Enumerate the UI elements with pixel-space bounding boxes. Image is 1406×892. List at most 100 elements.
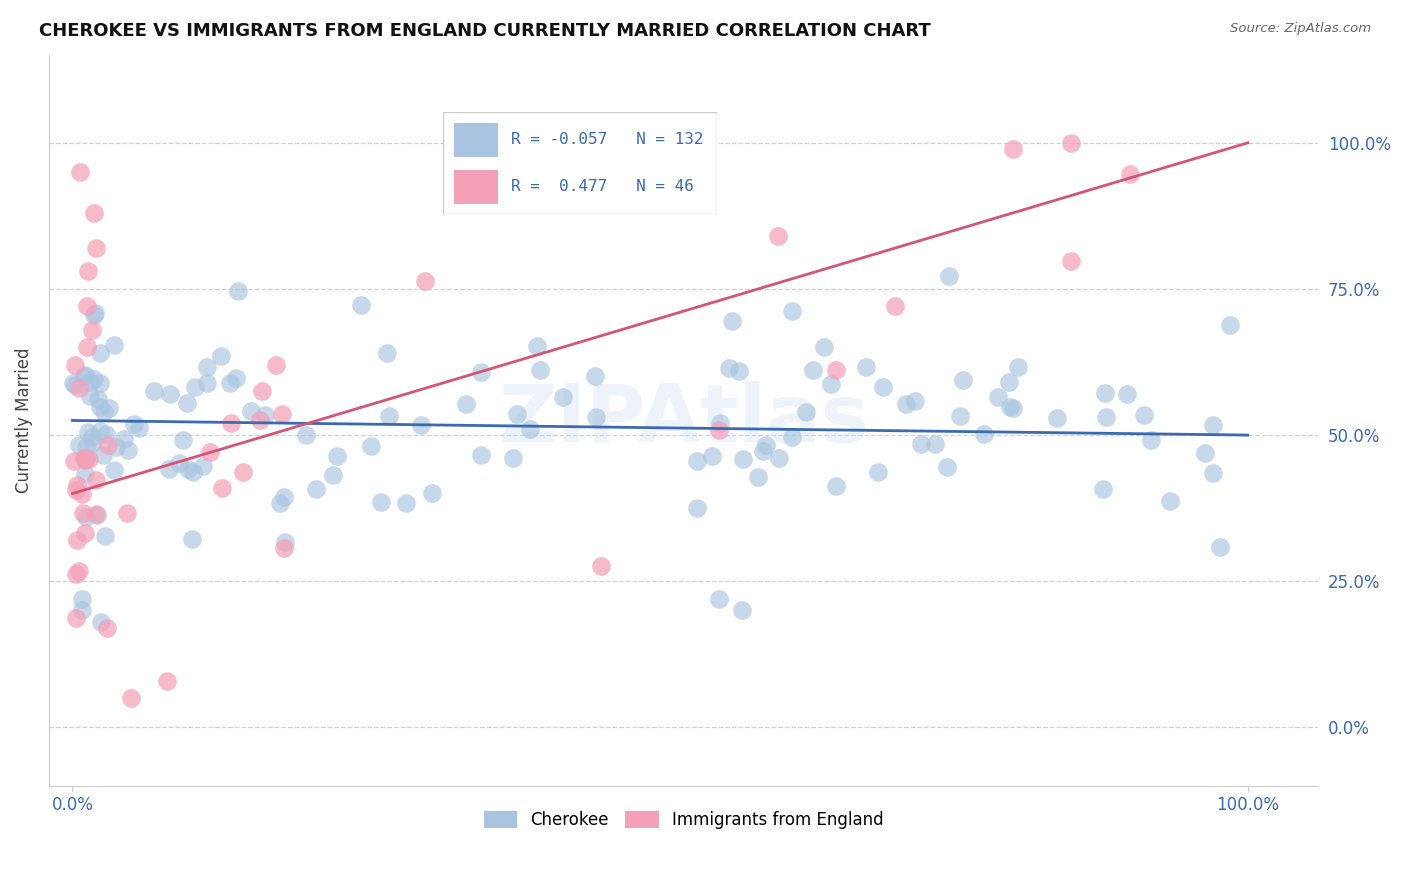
Point — [62, 376, 84, 390]
Point — [731, 603, 754, 617]
Point — [90, 615, 112, 629]
Point — [326, 449, 349, 463]
Point — [295, 428, 318, 442]
Point — [191, 459, 214, 474]
Point — [176, 396, 198, 410]
Point — [84, 241, 107, 255]
Point — [72, 369, 94, 384]
Point — [239, 403, 262, 417]
Point — [872, 380, 894, 394]
Point — [721, 314, 744, 328]
Point — [89, 401, 111, 415]
Y-axis label: Currently Married: Currently Married — [15, 348, 32, 493]
Point — [93, 405, 115, 419]
Point — [249, 412, 271, 426]
Point — [780, 303, 803, 318]
Point — [176, 462, 198, 476]
Point — [717, 361, 740, 376]
Point — [183, 466, 205, 480]
Point — [75, 440, 97, 454]
Point — [84, 473, 107, 487]
Point — [551, 390, 574, 404]
FancyBboxPatch shape — [443, 112, 717, 214]
Point — [184, 379, 207, 393]
Point — [86, 508, 108, 522]
Point — [83, 372, 105, 386]
Point — [1094, 385, 1116, 400]
Point — [370, 494, 392, 508]
Point — [167, 456, 190, 470]
Point — [128, 421, 150, 435]
Point — [731, 451, 754, 466]
Point — [84, 306, 107, 320]
Point — [89, 346, 111, 360]
Text: Source: ZipAtlas.com: Source: ZipAtlas.com — [1230, 22, 1371, 36]
Point — [273, 491, 295, 505]
Point — [66, 533, 89, 547]
Point — [76, 340, 98, 354]
Point — [1140, 433, 1163, 447]
Point — [103, 338, 125, 352]
Point — [526, 339, 548, 353]
Point — [591, 558, 613, 573]
Point — [219, 376, 242, 390]
Point — [519, 422, 541, 436]
Point — [1007, 360, 1029, 375]
Text: CHEROKEE VS IMMIGRANTS FROM ENGLAND CURRENTLY MARRIED CORRELATION CHART: CHEROKEE VS IMMIGRANTS FROM ENGLAND CURR… — [39, 22, 931, 40]
Point — [225, 370, 247, 384]
Point — [502, 450, 524, 465]
Point — [250, 384, 273, 399]
Point — [322, 468, 344, 483]
Point — [83, 309, 105, 323]
Point — [63, 454, 86, 468]
Point — [350, 298, 373, 312]
Point — [411, 417, 433, 432]
Point — [65, 611, 87, 625]
Point — [75, 467, 97, 481]
Point — [1208, 541, 1230, 555]
Point — [209, 350, 232, 364]
Point — [67, 381, 90, 395]
Point — [155, 673, 177, 688]
Point — [80, 323, 103, 337]
Point — [454, 397, 477, 411]
Point — [198, 445, 221, 459]
Point — [83, 206, 105, 220]
Point — [115, 507, 138, 521]
Point — [226, 284, 249, 298]
Text: R = -0.057   N = 132: R = -0.057 N = 132 — [512, 132, 704, 147]
FancyBboxPatch shape — [454, 123, 498, 157]
Point — [97, 401, 120, 416]
Legend: Cherokee, Immigrants from England: Cherokee, Immigrants from England — [477, 805, 890, 836]
Point — [709, 416, 731, 430]
Point — [63, 377, 86, 392]
Point — [82, 434, 104, 449]
Point — [120, 691, 142, 706]
Point — [273, 541, 295, 555]
Point — [747, 470, 769, 484]
Point — [1095, 410, 1118, 425]
Point — [72, 506, 94, 520]
Point — [67, 565, 90, 579]
Point — [67, 438, 90, 452]
Point — [96, 427, 118, 442]
Point — [195, 359, 218, 374]
Point — [96, 621, 118, 635]
Point — [271, 407, 294, 421]
Point — [97, 438, 120, 452]
Point — [305, 482, 328, 496]
Point — [813, 340, 835, 354]
Point — [1002, 401, 1025, 415]
Point — [1194, 446, 1216, 460]
Point — [76, 300, 98, 314]
Point — [219, 416, 242, 430]
Point — [585, 409, 607, 424]
Point — [65, 478, 87, 492]
Point — [422, 485, 444, 500]
Point — [360, 439, 382, 453]
Point — [938, 268, 960, 283]
Point — [755, 438, 778, 452]
Point — [69, 165, 91, 179]
Point — [1159, 493, 1181, 508]
Point — [780, 429, 803, 443]
